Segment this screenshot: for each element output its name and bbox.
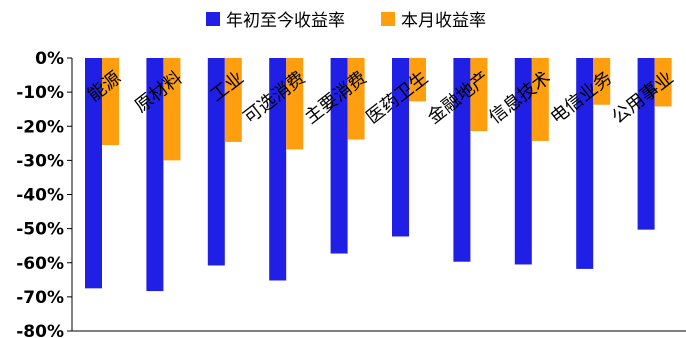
bar-month-7 xyxy=(470,58,488,132)
bar-month-6 xyxy=(409,58,426,102)
y-axis: 0% -10% -20% -30% -40% -50% -60% -70% -80% xyxy=(16,49,686,338)
bar-ytd-4 xyxy=(269,58,287,281)
bar-month-8 xyxy=(531,58,549,141)
bar-ytd-8 xyxy=(514,58,532,265)
bar-month-4 xyxy=(286,58,304,150)
legend-swatch-1 xyxy=(206,12,220,26)
bar-ytd-5 xyxy=(330,58,348,254)
bar-ytd-6 xyxy=(392,58,409,237)
bar-month-1 xyxy=(102,58,119,146)
bar-month-5 xyxy=(347,58,365,140)
y-tick-label: -10% xyxy=(16,83,64,103)
y-tick-label: -40% xyxy=(16,186,64,206)
bar-month-3 xyxy=(224,58,242,142)
y-tick-label: -80% xyxy=(16,322,64,338)
bars-group xyxy=(85,58,672,292)
bar-month-2 xyxy=(163,58,181,161)
bar-month-9 xyxy=(593,58,611,105)
legend-label-2: 本月收益率 xyxy=(401,11,486,31)
legend-label-1: 年初至今收益率 xyxy=(226,11,345,31)
y-tick-label: -50% xyxy=(16,220,64,240)
legend-swatch-2 xyxy=(381,12,395,26)
y-tick-label: -60% xyxy=(16,254,64,274)
bar-ytd-1 xyxy=(85,58,102,289)
bar-ytd-9 xyxy=(576,58,594,269)
bar-ytd-2 xyxy=(146,58,164,292)
y-tick-label: 0% xyxy=(35,49,64,69)
bar-month-10 xyxy=(654,58,672,107)
y-tick-label: -70% xyxy=(16,288,64,308)
bar-ytd-3 xyxy=(207,58,225,266)
bar-ytd-10 xyxy=(637,58,655,230)
y-tick-label: -20% xyxy=(16,117,64,137)
bar-ytd-7 xyxy=(453,58,471,262)
chart-legend: 年初至今收益率 本月收益率 xyxy=(206,11,486,31)
y-tick-label: -30% xyxy=(16,151,64,171)
